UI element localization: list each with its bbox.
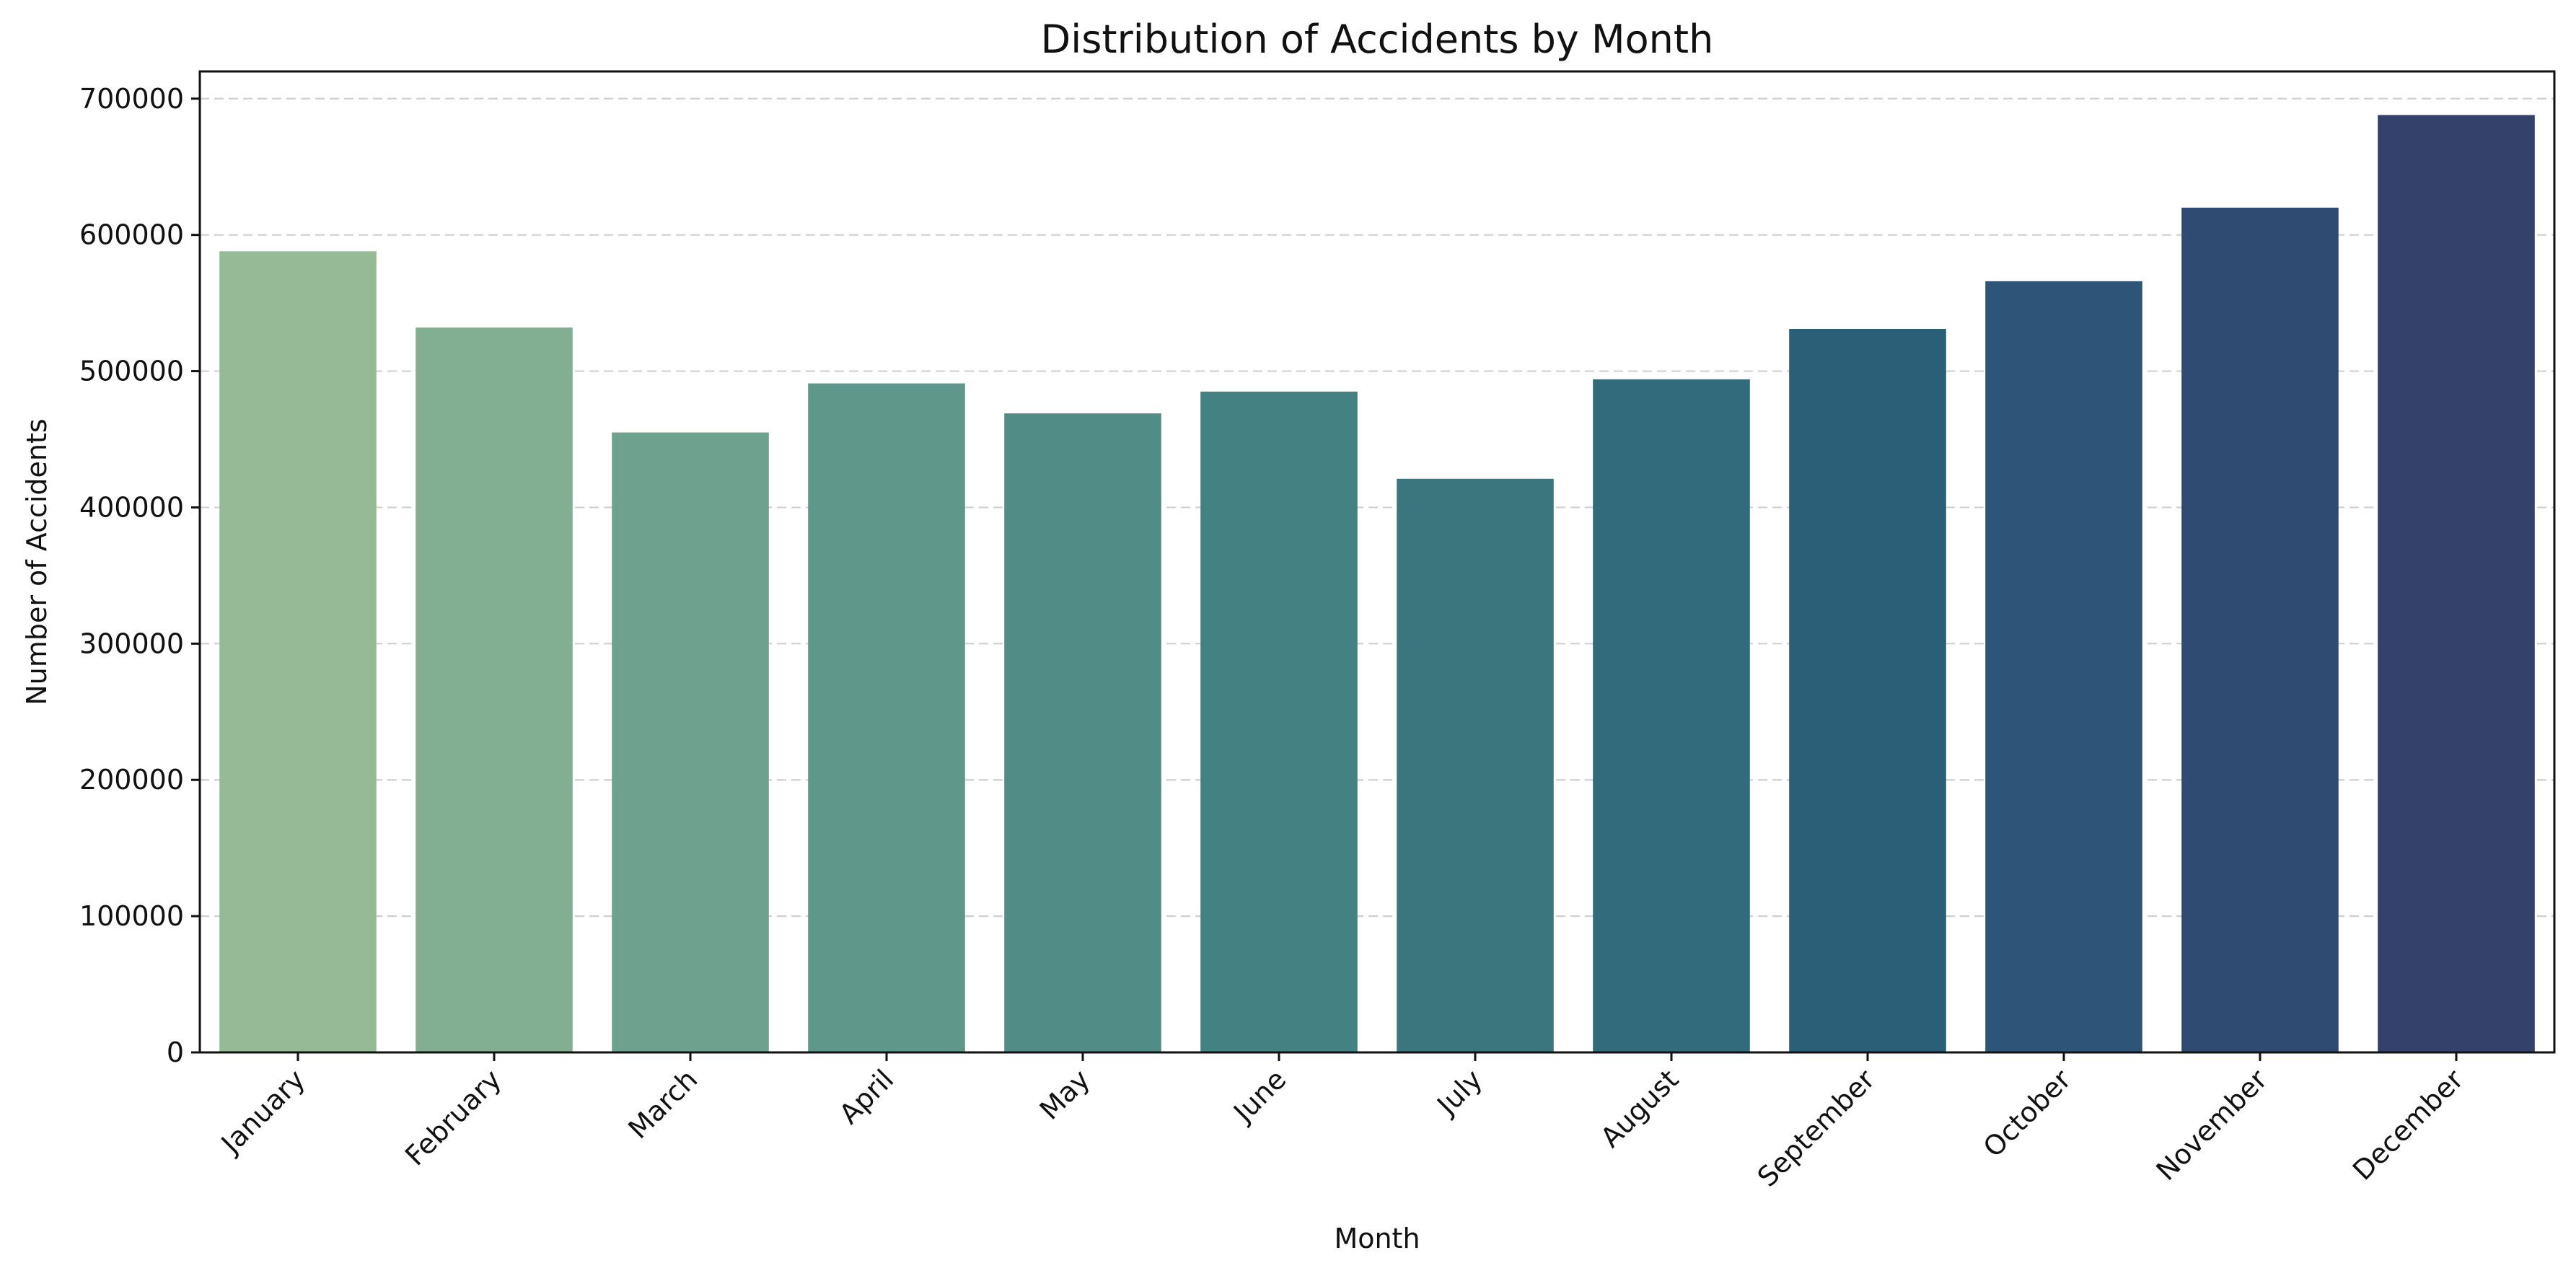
x-axis-label: Month [1334,1223,1420,1254]
y-tick-label: 500000 [79,356,184,387]
x-tick-label: October [1977,1063,2078,1163]
bar-april [808,383,965,1052]
y-tick-label: 100000 [79,900,184,932]
bar-may [1004,413,1161,1052]
x-tick-label: March [622,1063,703,1145]
x-tick-label: May [1034,1063,1096,1126]
bars [219,115,2535,1053]
x-tick-label: July [1430,1063,1489,1122]
y-tick-label: 400000 [79,491,184,523]
x-tick-label: April [833,1063,900,1130]
plot-area-frame [198,70,2556,1054]
bar-march [612,432,769,1052]
y-axis-label: Number of Accidents [21,418,53,705]
x-tick-label: December [2347,1063,2470,1187]
x-tick-label: February [399,1063,507,1171]
bar-october [1985,281,2142,1052]
y-tick-label: 300000 [79,628,184,659]
bar-july [1397,478,1554,1052]
chart-title: Distribution of Accidents by Month [1041,17,1714,62]
x-axis-ticks: January February March April May June July Augu… [214,1052,2470,1193]
x-tick-label: November [2150,1063,2273,1187]
bar-june [1200,391,1358,1052]
y-axis-ticks: 0 100000 200000 300000 400000 500000 600000 700… [79,83,200,1068]
bar-january [219,251,377,1052]
y-tick-label: 700000 [79,83,184,115]
x-tick-label: June [1226,1063,1292,1129]
x-tick-label: January [214,1063,311,1160]
bar-february [416,327,573,1053]
bar-november [2181,207,2339,1052]
bar-august [1593,379,1750,1052]
y-tick-label: 0 [167,1037,184,1068]
bar-december [2378,115,2535,1052]
y-tick-label: 600000 [79,219,184,251]
bar-september [1789,329,1946,1052]
y-gridlines [200,97,2554,918]
x-tick-label: August [1594,1063,1684,1153]
x-tick-label: September [1751,1063,1881,1193]
y-tick-label: 200000 [79,764,184,796]
